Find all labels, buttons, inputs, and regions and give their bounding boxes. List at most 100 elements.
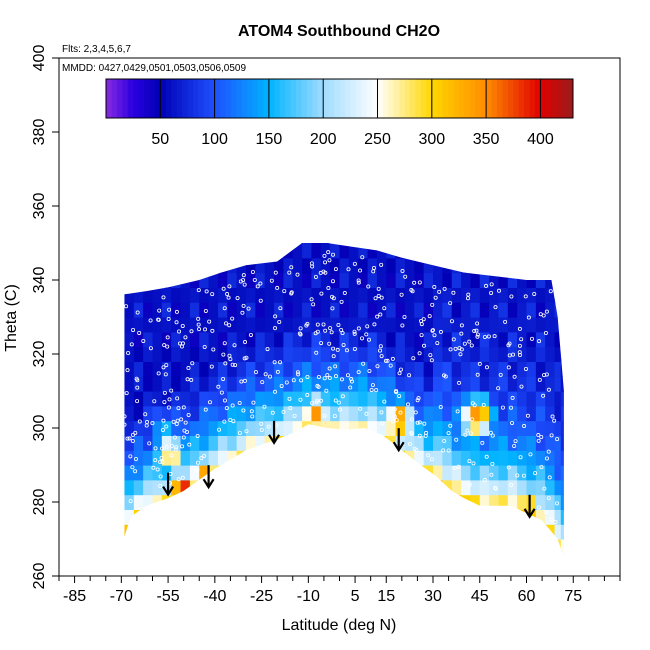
sample-point — [278, 306, 283, 311]
field-cell — [386, 405, 397, 422]
sample-point — [273, 270, 278, 275]
field-cell — [124, 391, 135, 407]
field-cell — [386, 524, 397, 540]
sample-point — [430, 302, 435, 307]
field-cell — [461, 317, 471, 333]
field-cell — [517, 257, 528, 274]
sample-point — [489, 282, 494, 287]
field-cell — [376, 317, 387, 333]
sample-point — [506, 365, 511, 370]
field-cell — [526, 331, 537, 348]
sample-point — [323, 328, 328, 333]
field-cell — [535, 524, 546, 540]
colorbar-segment — [507, 79, 514, 118]
colorbar-segment — [209, 79, 216, 118]
field-cell — [339, 243, 350, 259]
colorbar-segment — [518, 79, 525, 118]
field-cell — [208, 539, 219, 555]
field-cell — [404, 243, 415, 259]
field-cell — [395, 509, 406, 525]
field-cell — [517, 361, 528, 377]
sample-point — [507, 353, 512, 358]
field-cell — [451, 465, 462, 481]
sample-point — [323, 260, 328, 265]
field-cell — [433, 287, 443, 303]
colorbar-segment — [247, 79, 254, 118]
field-cell — [330, 405, 341, 422]
colorbar-segment — [203, 79, 210, 118]
colorbar-tick-label: 350 — [473, 131, 500, 148]
field-cell — [124, 243, 135, 259]
colorbar-segment — [187, 79, 194, 118]
field-cell — [348, 539, 359, 555]
field-cell — [161, 272, 172, 288]
field-cell — [133, 287, 144, 303]
field-cell — [292, 435, 303, 451]
field-cell — [545, 435, 556, 451]
field-cell — [255, 346, 266, 362]
field-cell — [348, 391, 359, 407]
sample-point — [493, 486, 498, 491]
sample-point — [367, 368, 372, 373]
field-cell — [311, 509, 322, 525]
field-cell — [423, 420, 434, 436]
sample-point — [189, 329, 194, 334]
field-cell — [442, 272, 453, 288]
sample-point — [262, 404, 267, 409]
field-cell — [404, 272, 415, 288]
sample-point — [221, 352, 226, 357]
field-cell — [560, 465, 564, 481]
field-cell — [292, 287, 303, 303]
field-cell — [526, 539, 537, 555]
field-cell — [217, 243, 228, 259]
field-cell — [124, 479, 135, 496]
sample-point — [248, 332, 253, 337]
field-cell — [161, 465, 172, 481]
sample-point — [318, 398, 323, 403]
field-cell — [526, 465, 537, 481]
field-cell — [489, 361, 500, 377]
field-cell — [283, 435, 294, 451]
sample-point — [241, 273, 246, 278]
sample-point — [402, 314, 407, 319]
colorbar-segment — [171, 79, 178, 118]
field-cell — [560, 539, 564, 555]
field-cell — [358, 509, 369, 525]
field-cell — [143, 272, 154, 288]
field-cell — [246, 243, 256, 244]
field-cell — [143, 435, 154, 451]
field-cell — [489, 287, 500, 303]
field-cell — [348, 331, 359, 348]
field-cell — [517, 539, 528, 555]
sample-point — [175, 396, 180, 401]
field-cell — [461, 346, 471, 362]
field-cell — [526, 479, 537, 496]
sample-point — [272, 360, 277, 365]
field-cell — [348, 494, 359, 510]
field-cell — [451, 435, 462, 451]
sample-point — [543, 510, 548, 515]
sample-point — [270, 410, 275, 415]
field-cell — [386, 272, 397, 288]
field-cell — [526, 272, 537, 288]
colorbar-segment — [339, 79, 346, 118]
field-cell — [236, 509, 247, 525]
sample-point — [488, 430, 493, 435]
sample-point — [242, 356, 247, 361]
field-cell — [367, 243, 378, 259]
field-cell — [246, 435, 256, 451]
sample-point — [319, 291, 324, 296]
field-cell — [498, 524, 509, 540]
field-cell — [498, 361, 509, 377]
sample-point — [143, 412, 148, 417]
field-cell — [302, 331, 313, 348]
field-cell — [414, 479, 425, 496]
field-cell — [479, 391, 490, 407]
field-cell — [433, 243, 443, 259]
sample-points — [122, 250, 560, 525]
field-cell — [535, 331, 546, 348]
sample-point — [379, 410, 384, 415]
field-cell — [535, 257, 546, 274]
field-cell — [133, 346, 144, 362]
sample-point — [259, 427, 264, 432]
